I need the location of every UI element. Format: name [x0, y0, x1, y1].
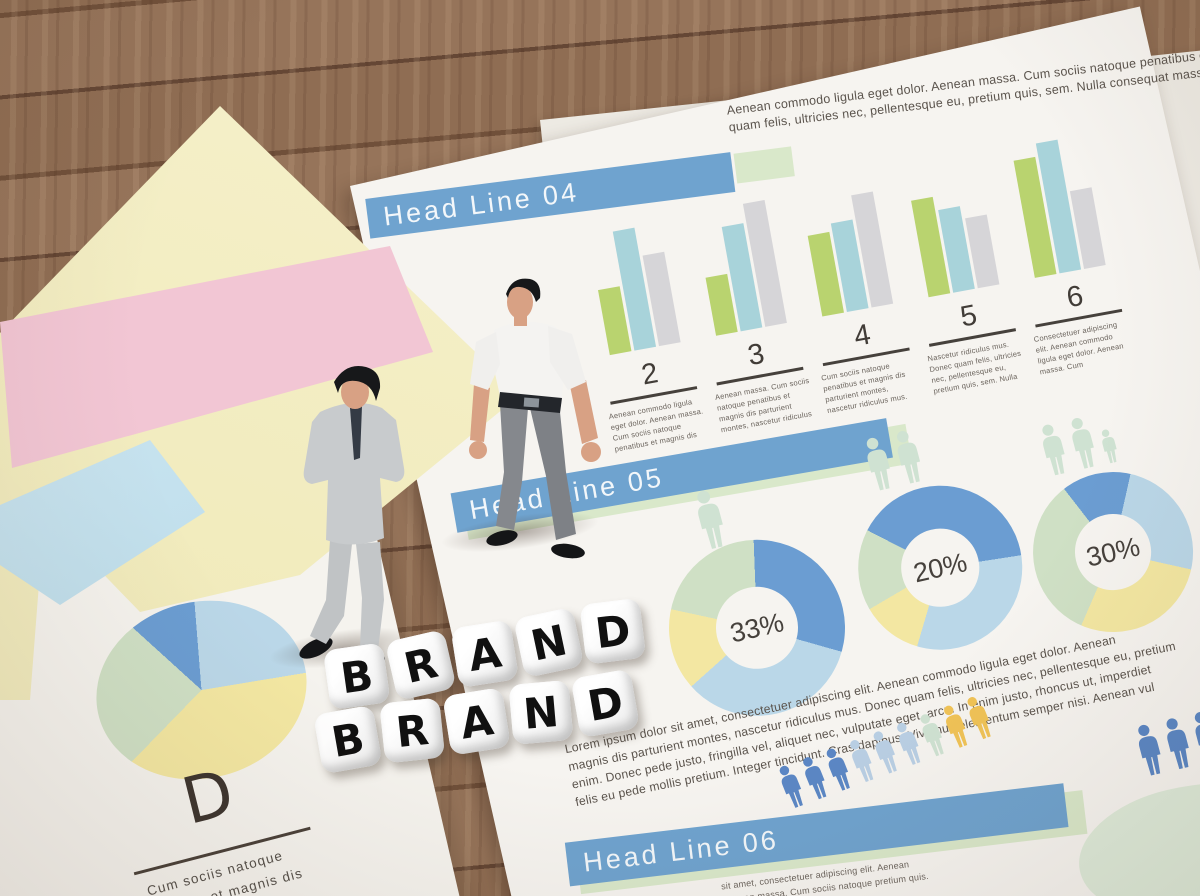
person-icon-group [857, 427, 927, 495]
letter-die-n: N [513, 606, 585, 679]
item-caption: Consectetuer adipiscing elit. Aenean com… [1032, 319, 1125, 377]
item-number: 3 [745, 337, 767, 373]
donut-20-label: 20% [894, 521, 987, 614]
letter-die-r: R [379, 697, 446, 764]
letter-die-d: D [570, 668, 641, 739]
item-caption: Aenean massa. Cum sociis natoque penatib… [714, 375, 813, 435]
letter-die-b: B [322, 642, 391, 711]
person-icon-group [1033, 409, 1121, 479]
item-caption: Nascetur ridiculus mus. Donec quam felis… [926, 339, 1022, 397]
item-number: 6 [1064, 279, 1086, 315]
white-shirt-businessman-figurine [469, 278, 601, 559]
item-caption: Cum sociis natoque penatibus et magnis d… [820, 360, 909, 416]
headline-04-accent [733, 146, 795, 184]
letter-die-n: N [508, 679, 574, 745]
person-icon [1096, 427, 1122, 466]
donut-chart-20: 20% [842, 469, 1039, 666]
donut-30-label: 30% [1068, 507, 1159, 598]
suit-businessman-figurine [299, 366, 405, 667]
item-number: 4 [851, 318, 874, 353]
person-row-right-edge [1129, 708, 1200, 779]
person-icon [687, 486, 731, 553]
letter-die-d: D [579, 597, 647, 665]
letter-die-r: R [384, 629, 457, 702]
donut-chart-30: 30% [1017, 456, 1200, 648]
person-icon-group [687, 486, 731, 553]
item-number: 5 [957, 299, 980, 334]
donut-33-label: 33% [707, 578, 807, 678]
letter-die-a: A [450, 619, 520, 689]
letter-die-b: B [313, 704, 383, 775]
headline-06-row: Head Line 06 sit amet, consectetuer adip… [564, 781, 1094, 896]
letter-die-a: A [442, 687, 511, 756]
